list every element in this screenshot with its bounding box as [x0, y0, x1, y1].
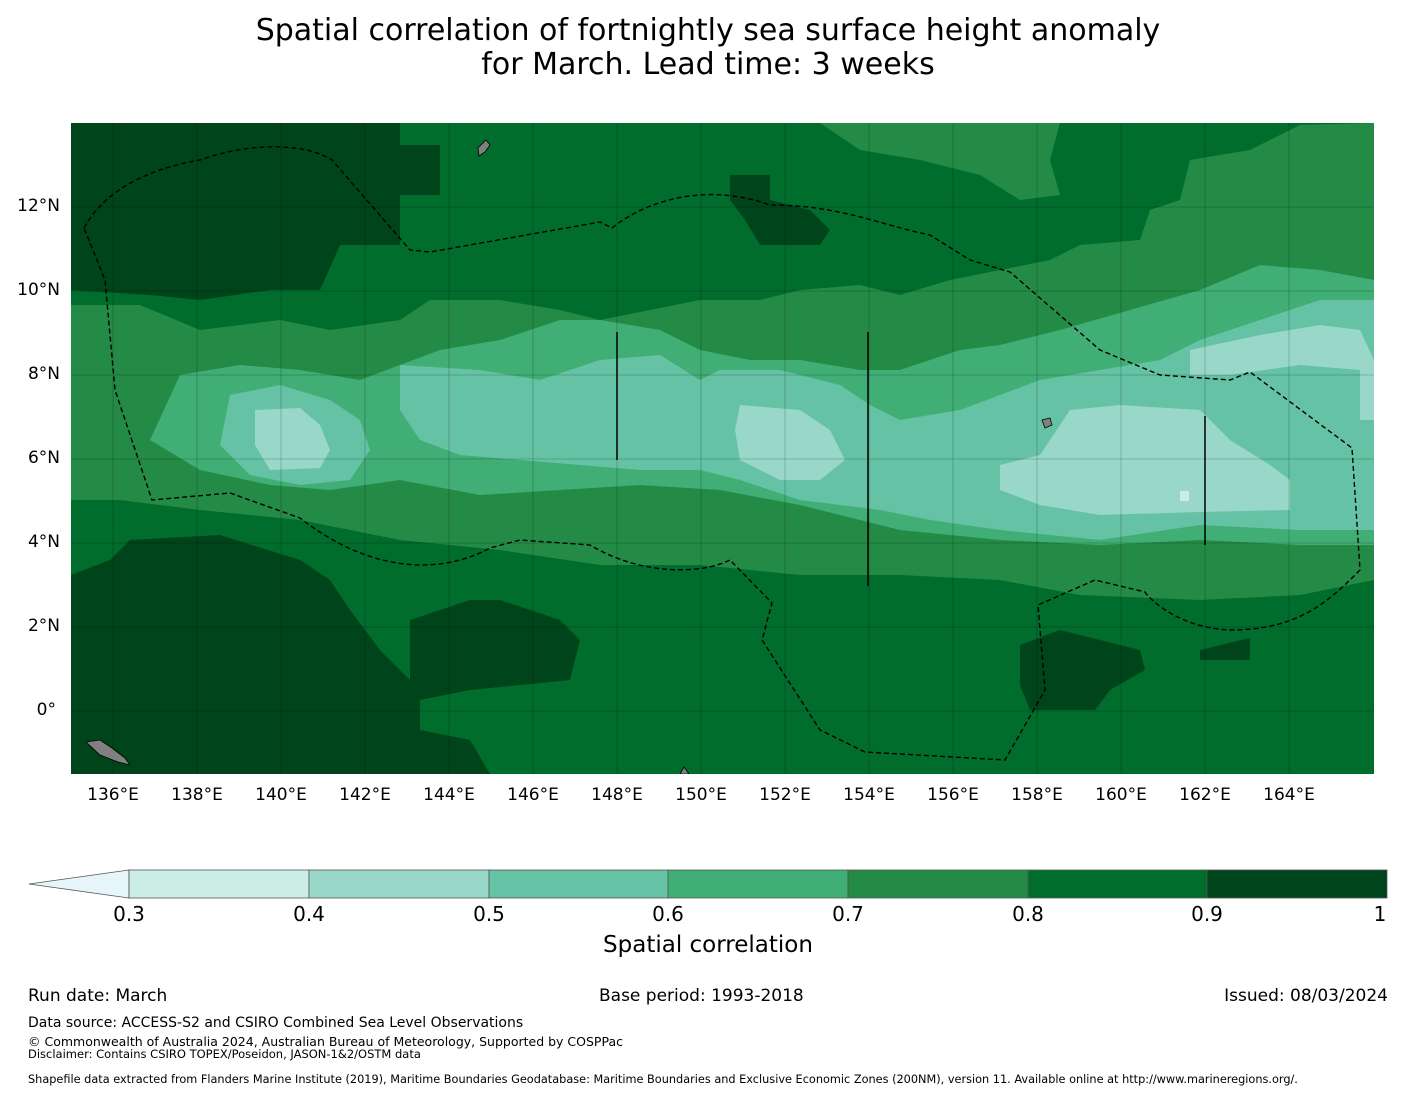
chart-title: Spatial correlation of fortnightly sea s…: [0, 14, 1416, 82]
colorbar-tick-0.5: 0.5: [473, 902, 505, 926]
colorbar-tick-0.6: 0.6: [652, 902, 684, 926]
colorbar-tick-0.3: 0.3: [113, 902, 145, 926]
lon-label-140e: 140°E: [255, 785, 307, 805]
land-island-northwest: [477, 139, 491, 157]
land-island-east: [1041, 417, 1053, 429]
lon-label-162e: 162°E: [1179, 785, 1231, 805]
region-southeast-patch: [1020, 630, 1145, 710]
issued-date: Issued: 08/03/2024: [1224, 986, 1388, 1006]
lon-label-142e: 142°E: [339, 785, 391, 805]
region-band-0.4-0.5-west: [255, 408, 330, 470]
base-period: Base period: 1993-2018: [599, 986, 804, 1006]
lon-label-154e: 154°E: [843, 785, 895, 805]
colorbar-under-triangle: [28, 869, 130, 899]
lat-label-6n: 6°N: [27, 448, 60, 468]
region-northeast-0.7-0.8: [820, 123, 1060, 200]
colorbar-tick-0.8: 0.8: [1012, 902, 1044, 926]
region-band-0.4-0.5-east: [1000, 405, 1290, 515]
colorbar-bin-0.7-0.8: [847, 869, 1029, 899]
lon-label-144e: 144°E: [423, 785, 475, 805]
lon-label-156e: 156°E: [927, 785, 979, 805]
lon-label-150e: 150°E: [675, 785, 727, 805]
lat-label-2n: 2°N: [27, 616, 60, 636]
title-line-2: for March. Lead time: 3 weeks: [481, 47, 935, 82]
eez-boundary: [83, 146, 1361, 761]
run-date: Run date: March: [28, 986, 168, 1006]
colorbar: [28, 869, 1388, 899]
lon-label-160e: 160°E: [1095, 785, 1147, 805]
colorbar-bin-0.8-0.9: [1027, 869, 1208, 899]
title-line-1: Spatial correlation of fortnightly sea s…: [255, 13, 1161, 48]
colorbar-bin-0.3-0.4: [128, 869, 310, 899]
shapefile-credit: Shapefile data extracted from Flanders M…: [28, 1073, 1298, 1086]
lon-label-138e: 138°E: [171, 785, 223, 805]
colorbar-tick-1: 1: [1373, 902, 1387, 926]
lon-label-148e: 148°E: [591, 785, 643, 805]
correlation-map: [71, 123, 1374, 774]
colorbar-bin-0.4-0.5: [308, 869, 490, 899]
colorbar-tick-0.9: 0.9: [1191, 902, 1223, 926]
lon-label-136e: 136°E: [87, 785, 139, 805]
region-band-0.4-0.5-mid: [735, 405, 845, 480]
lat-label-8n: 8°N: [27, 364, 60, 384]
colorbar-bin-0.5-0.6: [488, 869, 669, 899]
colorbar-tick-0.4: 0.4: [293, 902, 325, 926]
lat-label-4n: 4°N: [27, 532, 60, 552]
lat-label-12n: 12°N: [17, 196, 60, 216]
map-field: [71, 123, 1374, 774]
region-north-patch: [730, 175, 830, 245]
land-island-southwest: [85, 739, 131, 766]
colorbar-bin-0.9-1: [1206, 869, 1388, 899]
lon-label-146e: 146°E: [507, 785, 559, 805]
colorbar-tick-0.7: 0.7: [832, 902, 864, 926]
lon-label-164e: 164°E: [1263, 785, 1315, 805]
colorbar-bin-0.6-0.7: [667, 869, 849, 899]
lon-label-152e: 152°E: [759, 785, 811, 805]
lat-label-0: 0°: [36, 700, 56, 720]
region-southwest-very-high: [71, 535, 580, 774]
region-band-0.3-0.4: [1180, 491, 1189, 501]
region-band-0.4-0.5-far-east: [1190, 325, 1374, 420]
region-northwest-very-high: [71, 123, 440, 300]
disclaimer: Disclaimer: Contains CSIRO TOPEX/Poseido…: [28, 1047, 421, 1061]
land-island-south: [679, 766, 690, 774]
lat-label-10n: 10°N: [17, 280, 60, 300]
lon-label-158e: 158°E: [1011, 785, 1063, 805]
copyright: © Commonwealth of Australia 2024, Austra…: [28, 1034, 623, 1049]
data-source: Data source: ACCESS-S2 and CSIRO Combine…: [28, 1015, 524, 1031]
region-east-patch: [1200, 638, 1250, 660]
colorbar-label: Spatial correlation: [603, 932, 813, 958]
